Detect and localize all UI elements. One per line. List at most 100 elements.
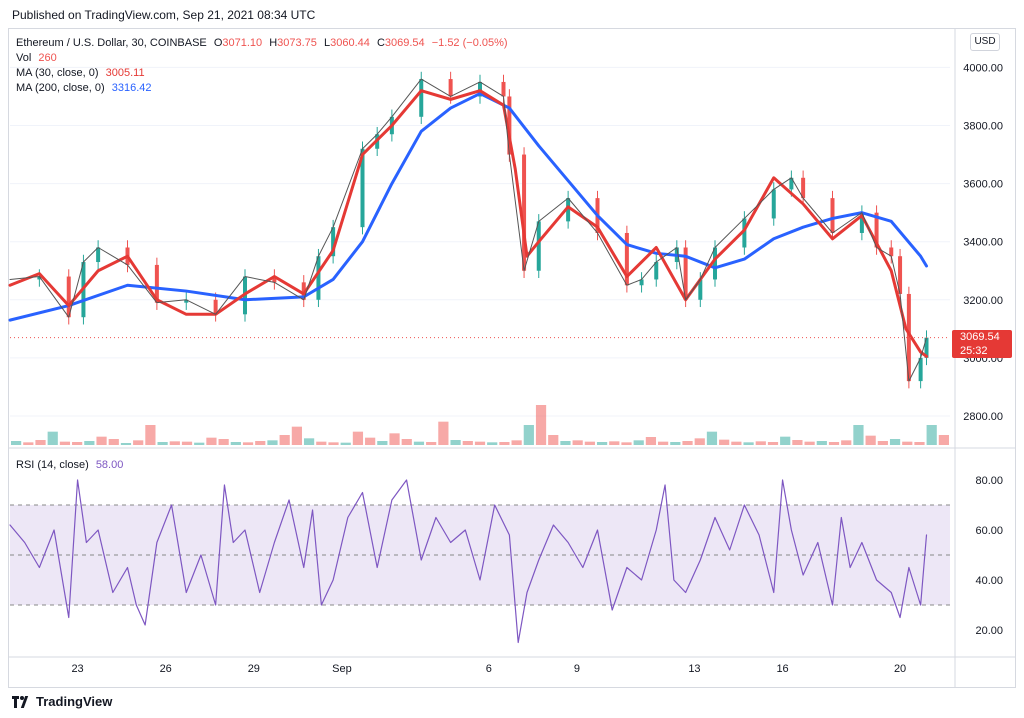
candle-body	[522, 154, 527, 271]
volume-bar	[731, 441, 742, 445]
volume-bar	[499, 442, 510, 445]
volume-bar	[35, 440, 46, 445]
candle-body	[713, 247, 717, 280]
volume-bar	[72, 442, 83, 445]
volume-bar	[719, 439, 730, 445]
volume-bar	[352, 431, 364, 445]
volume-bar	[548, 435, 559, 445]
candle-body	[918, 357, 923, 382]
volume-bar	[279, 435, 290, 445]
volume-bar	[194, 442, 205, 445]
footer-brand[interactable]: TradingView	[12, 694, 112, 709]
candle-body	[96, 247, 101, 263]
candle-body	[272, 276, 277, 283]
volume-bar	[401, 439, 412, 445]
volume-bar	[621, 442, 632, 445]
volume-bar	[169, 441, 180, 445]
open-label: O	[213, 37, 223, 49]
volume-bar	[670, 442, 681, 445]
low-label: L	[323, 37, 331, 49]
time-tick-label: 20	[894, 663, 906, 675]
ma200-row: MA (200, close, 0) 3316.42	[16, 81, 508, 96]
volume-bar	[23, 442, 34, 445]
volume-label[interactable]: Vol	[16, 52, 32, 64]
candle-body	[654, 262, 659, 280]
volume-bar	[938, 435, 949, 445]
volume-bar	[889, 439, 901, 445]
footer-brand-text: TradingView	[36, 694, 113, 709]
volume-bar	[230, 442, 241, 445]
volume-bar	[157, 442, 168, 445]
volume-bar	[487, 442, 498, 445]
published-header: Published on TradingView.com, Sep 21, 20…	[12, 8, 316, 22]
candle-body	[639, 279, 644, 286]
volume-bar	[47, 431, 58, 445]
volume-bar	[609, 441, 620, 445]
volume-bar	[267, 440, 278, 445]
candle-body	[213, 299, 218, 315]
volume-bar	[108, 439, 119, 445]
rsi-tick-label: 80.00	[975, 475, 1003, 487]
candle-body	[801, 177, 806, 199]
price-tick-label: 2800.00	[963, 411, 1003, 423]
volume-bar	[865, 435, 876, 445]
time-tick-label: 29	[248, 663, 260, 675]
time-tick-label: 6	[486, 663, 492, 675]
volume-bar	[255, 441, 266, 445]
price-close-line	[9, 78, 927, 382]
volume-bar	[316, 441, 327, 445]
volume-bar	[84, 441, 95, 445]
candle-body	[507, 96, 512, 155]
volume-bar	[828, 442, 840, 445]
close-value: 3069.54	[384, 37, 425, 49]
volume-bar	[780, 436, 791, 445]
candle-body	[536, 221, 541, 271]
volume-bar	[633, 440, 644, 445]
volume-bar	[11, 441, 22, 445]
currency-button[interactable]: USD	[970, 33, 1000, 51]
time-tick-label: 23	[71, 663, 83, 675]
volume-bar	[438, 421, 449, 445]
rsi-label[interactable]: RSI (14, close)	[16, 459, 89, 471]
candle-body	[448, 79, 453, 97]
volume-bar	[133, 440, 144, 445]
ma30-label[interactable]: MA (30, close, 0)	[16, 67, 99, 79]
price-tick-label: 3200.00	[963, 295, 1003, 307]
ma200-label[interactable]: MA (200, close, 0)	[16, 82, 105, 94]
volume-bar	[181, 441, 193, 445]
volume-bar	[413, 441, 425, 445]
candle-body	[66, 276, 71, 318]
candle-body	[184, 299, 189, 303]
volume-bar	[120, 443, 132, 445]
time-tick-label: 9	[574, 663, 580, 675]
volume-bar	[792, 440, 803, 445]
bar-countdown: 25:32	[960, 345, 988, 357]
volume-bar	[706, 431, 718, 445]
high-value: 3073.75	[277, 37, 317, 49]
volume-bar	[426, 442, 437, 445]
price-tick-label: 4000.00	[963, 62, 1003, 74]
low-value: 3060.44	[330, 37, 370, 49]
last-price-tag: 3069.54 25:32	[952, 330, 1012, 358]
rsi-line	[9, 479, 928, 644]
rsi-tick-label: 40.00	[975, 575, 1003, 587]
high-label: H	[269, 37, 278, 49]
volume-bar	[450, 440, 461, 445]
candle-body	[419, 79, 424, 117]
volume-bar	[767, 442, 779, 445]
volume-bar	[523, 425, 534, 445]
volume-bar	[926, 425, 937, 445]
candle-body	[898, 256, 903, 294]
symbol-title[interactable]: Ethereum / U.S. Dollar, 30, COINBASE	[16, 37, 207, 49]
volume-bar	[596, 442, 608, 445]
open-value: 3071.10	[222, 37, 263, 49]
volume-bar	[96, 436, 107, 445]
candle-body	[154, 264, 159, 303]
volume-bar	[816, 441, 827, 445]
price-tick-label: 3600.00	[963, 179, 1003, 191]
candle-body	[906, 293, 911, 382]
volume-bar	[853, 425, 864, 445]
volume-bar	[902, 441, 913, 445]
volume-bar	[291, 426, 302, 445]
